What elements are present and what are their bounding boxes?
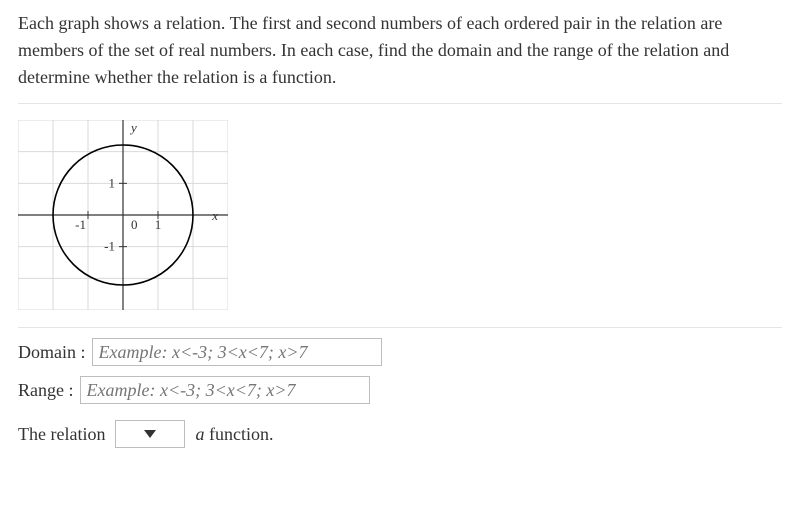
domain-input[interactable]: [92, 338, 382, 366]
svg-text:y: y: [129, 120, 137, 135]
graph-container: -1 0 1 1 -1 x y: [18, 120, 782, 315]
svg-text:x: x: [211, 208, 218, 223]
relation-suffix-text: function.: [204, 424, 273, 444]
svg-text:-1: -1: [75, 217, 86, 232]
relation-row: The relation a function.: [18, 420, 782, 448]
domain-row: Domain :: [18, 338, 782, 366]
coordinate-graph: -1 0 1 1 -1 x y: [18, 120, 228, 310]
relation-suffix: a function.: [195, 424, 273, 445]
chevron-down-icon: [143, 429, 157, 439]
divider-top: [18, 103, 782, 104]
svg-text:-1: -1: [104, 239, 115, 254]
svg-text:1: 1: [109, 175, 116, 190]
range-input[interactable]: [80, 376, 370, 404]
problem-prompt: Each graph shows a relation. The first a…: [18, 10, 782, 91]
range-row: Range :: [18, 376, 782, 404]
range-label: Range :: [18, 380, 74, 401]
divider-bottom: [18, 327, 782, 328]
svg-text:1: 1: [155, 217, 162, 232]
relation-prefix: The relation: [18, 424, 105, 445]
svg-text:0: 0: [131, 217, 138, 232]
is-function-dropdown[interactable]: [115, 420, 185, 448]
domain-label: Domain :: [18, 342, 86, 363]
